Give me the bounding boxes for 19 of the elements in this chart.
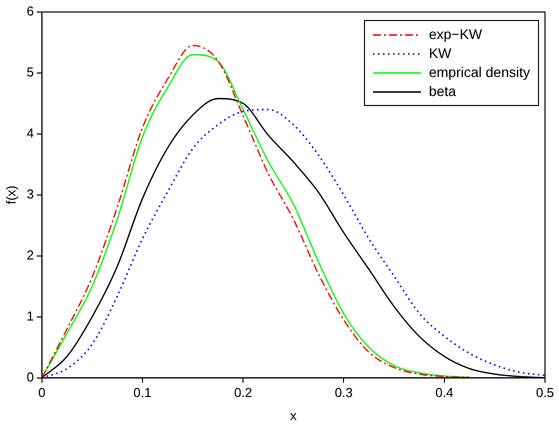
y-tick-label: 0 bbox=[26, 369, 34, 384]
legend-label: exp−KW bbox=[428, 25, 482, 44]
x-tick-label: 0.5 bbox=[536, 385, 554, 400]
x-tick-label: 0 bbox=[38, 385, 46, 400]
x-tick-label: 0.2 bbox=[234, 385, 252, 400]
y-tick-label: 4 bbox=[26, 126, 34, 141]
x-tick-label: 0.4 bbox=[435, 385, 454, 400]
legend-label: emprical density bbox=[428, 63, 530, 82]
y-axis-title: f(x) bbox=[3, 186, 18, 204]
y-tick-label: 6 bbox=[26, 4, 34, 19]
x-axis-title: x bbox=[290, 408, 298, 423]
x-tick-label: 0.3 bbox=[334, 385, 353, 400]
x-tick-label: 0.1 bbox=[133, 385, 152, 400]
legend-label: beta bbox=[428, 82, 456, 101]
y-tick-label: 5 bbox=[26, 64, 34, 80]
y-tick-label: 3 bbox=[26, 186, 34, 202]
legend-label: KW bbox=[428, 44, 452, 63]
y-tick-label: 1 bbox=[26, 308, 34, 324]
y-tick-label: 2 bbox=[26, 247, 34, 262]
